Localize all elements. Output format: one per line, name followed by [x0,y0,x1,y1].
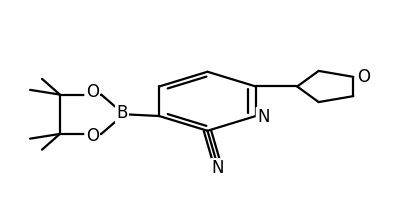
Text: O: O [85,83,99,101]
Text: O: O [85,127,99,145]
Text: N: N [257,108,270,126]
Text: O: O [357,68,370,86]
Text: N: N [212,159,224,177]
Text: B: B [116,104,127,122]
